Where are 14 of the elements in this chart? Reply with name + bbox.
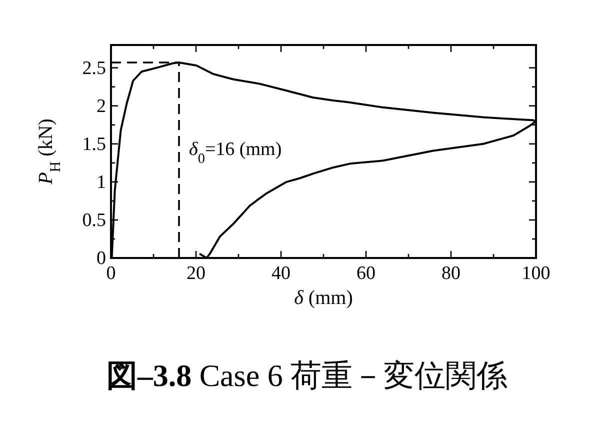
y-tick-label: 1.5 bbox=[82, 134, 106, 155]
text: 図–3.8 Case 6 荷重－変位関係 bbox=[106, 358, 508, 393]
x-tick-label: 100 bbox=[522, 263, 550, 284]
x-tick-label: 80 bbox=[442, 263, 460, 284]
y-tick-label: 0 bbox=[96, 248, 106, 269]
x-tick-label: 60 bbox=[356, 263, 376, 284]
y-tick-label: 2 bbox=[96, 96, 106, 117]
x-axis-title: δ (mm) bbox=[294, 287, 353, 309]
x-tick-label: 40 bbox=[272, 263, 290, 284]
ref-line-label: δ$_{0}$=16 (mm) bbox=[189, 139, 282, 168]
y-tick-label: 2.5 bbox=[82, 58, 106, 79]
y-tick-label: 0.5 bbox=[82, 210, 106, 231]
y-tick-label: 1 bbox=[96, 172, 106, 193]
x-tick-label: 20 bbox=[186, 263, 206, 284]
